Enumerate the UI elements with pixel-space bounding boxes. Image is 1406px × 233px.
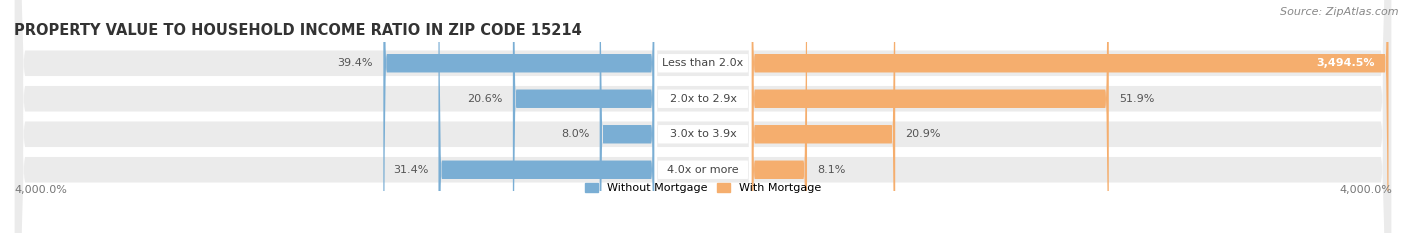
Text: 2.0x to 2.9x: 2.0x to 2.9x <box>669 94 737 104</box>
FancyBboxPatch shape <box>655 0 751 233</box>
Text: 8.0%: 8.0% <box>561 129 589 139</box>
FancyBboxPatch shape <box>15 0 1391 233</box>
FancyBboxPatch shape <box>655 0 751 233</box>
FancyBboxPatch shape <box>655 0 751 233</box>
Text: 20.6%: 20.6% <box>467 94 502 104</box>
Text: 8.1%: 8.1% <box>817 165 846 175</box>
Text: Less than 2.0x: Less than 2.0x <box>662 58 744 68</box>
Text: 3.0x to 3.9x: 3.0x to 3.9x <box>669 129 737 139</box>
FancyBboxPatch shape <box>15 0 1391 233</box>
FancyBboxPatch shape <box>751 0 1109 233</box>
Text: 51.9%: 51.9% <box>1119 94 1154 104</box>
FancyBboxPatch shape <box>599 0 655 233</box>
Text: PROPERTY VALUE TO HOUSEHOLD INCOME RATIO IN ZIP CODE 15214: PROPERTY VALUE TO HOUSEHOLD INCOME RATIO… <box>14 23 582 38</box>
Text: 39.4%: 39.4% <box>337 58 373 68</box>
Text: Source: ZipAtlas.com: Source: ZipAtlas.com <box>1281 7 1399 17</box>
FancyBboxPatch shape <box>513 0 655 233</box>
Text: 31.4%: 31.4% <box>392 165 427 175</box>
FancyBboxPatch shape <box>751 0 807 233</box>
FancyBboxPatch shape <box>15 0 1391 233</box>
FancyBboxPatch shape <box>15 0 1391 233</box>
Text: 20.9%: 20.9% <box>905 129 941 139</box>
FancyBboxPatch shape <box>439 0 655 233</box>
Text: 3,494.5%: 3,494.5% <box>1316 58 1375 68</box>
FancyBboxPatch shape <box>655 0 751 233</box>
FancyBboxPatch shape <box>384 0 655 233</box>
Legend: Without Mortgage, With Mortgage: Without Mortgage, With Mortgage <box>581 178 825 197</box>
FancyBboxPatch shape <box>751 0 1389 233</box>
FancyBboxPatch shape <box>751 0 896 233</box>
Text: 4,000.0%: 4,000.0% <box>1339 185 1392 195</box>
Text: 4,000.0%: 4,000.0% <box>14 185 67 195</box>
Text: 4.0x or more: 4.0x or more <box>668 165 738 175</box>
